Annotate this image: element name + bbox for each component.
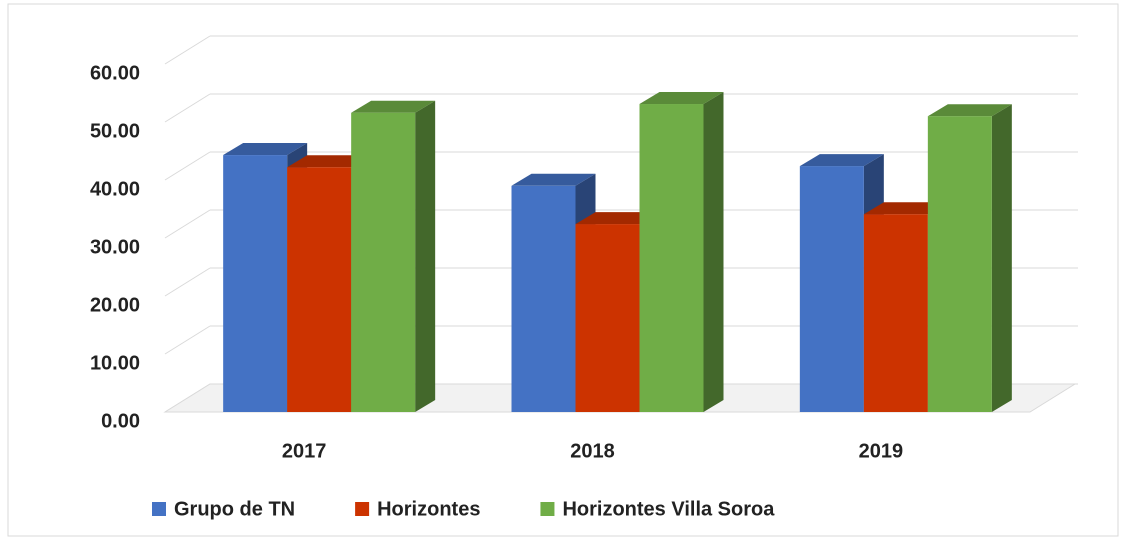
grid-line-side xyxy=(164,35,211,65)
x-tick-label: 2019 xyxy=(859,440,904,462)
y-tick-label: 30.00 xyxy=(90,236,140,258)
bar-top xyxy=(511,173,596,186)
legend-label: Horizontes xyxy=(377,498,480,520)
bar xyxy=(351,112,416,412)
bar xyxy=(927,116,992,412)
bar-top xyxy=(351,100,436,113)
y-tick-label: 40.00 xyxy=(90,178,140,200)
bar-side xyxy=(415,100,436,412)
bar xyxy=(223,155,288,412)
legend-label: Grupo de TN xyxy=(174,498,295,520)
bar xyxy=(639,104,704,413)
y-tick-label: 0.00 xyxy=(101,410,140,432)
legend-swatch xyxy=(540,502,555,516)
bar-top xyxy=(223,143,308,156)
y-tick-label: 10.00 xyxy=(90,352,140,374)
bar-side xyxy=(703,92,724,413)
bar-top xyxy=(639,92,724,105)
legend-swatch xyxy=(355,502,370,516)
bar xyxy=(287,167,352,412)
grid-line-side xyxy=(164,93,211,123)
x-tick-label: 2018 xyxy=(570,440,615,462)
grid-line-side xyxy=(164,325,211,355)
bar xyxy=(575,224,640,412)
bar-top xyxy=(799,154,884,167)
y-tick-label: 20.00 xyxy=(90,294,140,316)
bar-top xyxy=(927,104,1012,117)
grid-line-side xyxy=(164,151,211,181)
legend-label: Horizontes Villa Soroa xyxy=(562,498,775,520)
bar-top xyxy=(575,212,660,225)
bar xyxy=(799,166,864,412)
bar xyxy=(863,214,928,412)
x-tick-label: 2017 xyxy=(282,440,327,462)
legend-swatch xyxy=(152,502,166,516)
grid-line-side xyxy=(164,267,211,297)
y-tick-label: 60.00 xyxy=(90,62,140,84)
bar-top xyxy=(863,202,948,215)
bar-top xyxy=(287,155,372,168)
bar-side xyxy=(991,104,1012,412)
y-tick-label: 50.00 xyxy=(90,120,140,142)
bar xyxy=(511,185,576,412)
grid-line-side xyxy=(164,209,211,239)
